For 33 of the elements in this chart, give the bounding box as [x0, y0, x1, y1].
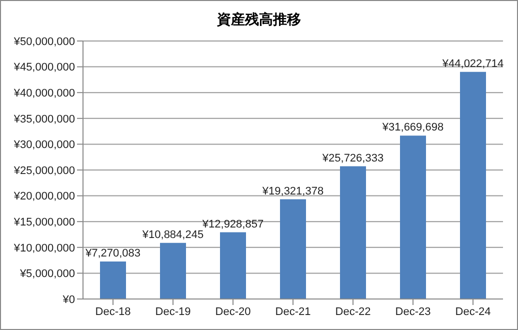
x-tick-label: Dec-22	[335, 306, 371, 318]
data-label: ¥10,884,245	[141, 228, 204, 241]
bar	[220, 232, 246, 299]
y-tick-label: ¥35,000,000	[12, 113, 75, 126]
data-label: ¥31,669,698	[381, 122, 444, 134]
bar	[400, 136, 426, 299]
y-tick-label: ¥40,000,000	[12, 88, 75, 100]
data-label: ¥7,270,083	[84, 247, 141, 260]
x-tick-label: Dec-21	[275, 306, 311, 318]
data-label: ¥19,321,378	[261, 185, 324, 198]
x-tick-label: Dec-18	[95, 306, 131, 318]
x-tick-label: Dec-19	[155, 306, 191, 318]
y-tick-label: ¥45,000,000	[12, 62, 75, 74]
y-tick-label: ¥0	[62, 294, 75, 306]
data-label: ¥44,022,714	[441, 58, 504, 70]
bar	[160, 242, 186, 299]
y-tick-label: ¥5,000,000	[18, 268, 75, 280]
y-tick-label: ¥10,000,000	[12, 242, 75, 254]
y-tick-label: ¥15,000,000	[12, 216, 75, 229]
bar	[460, 72, 486, 299]
data-label: ¥12,928,857	[201, 218, 264, 230]
y-tick-label: ¥30,000,000	[12, 139, 75, 152]
y-tick-label: ¥25,000,000	[12, 164, 75, 177]
x-tick-label: Dec-24	[455, 306, 491, 318]
bar	[280, 199, 306, 299]
bar	[100, 261, 126, 299]
x-tick-label: Dec-23	[395, 306, 431, 318]
y-tick-label: ¥20,000,000	[12, 190, 75, 203]
bar	[340, 166, 366, 299]
y-tick-label: ¥50,000,000	[12, 36, 75, 48]
data-label: ¥25,726,333	[321, 152, 384, 164]
x-tick-label: Dec-20	[215, 306, 251, 318]
chart-title: 資産残高推移	[216, 11, 302, 29]
